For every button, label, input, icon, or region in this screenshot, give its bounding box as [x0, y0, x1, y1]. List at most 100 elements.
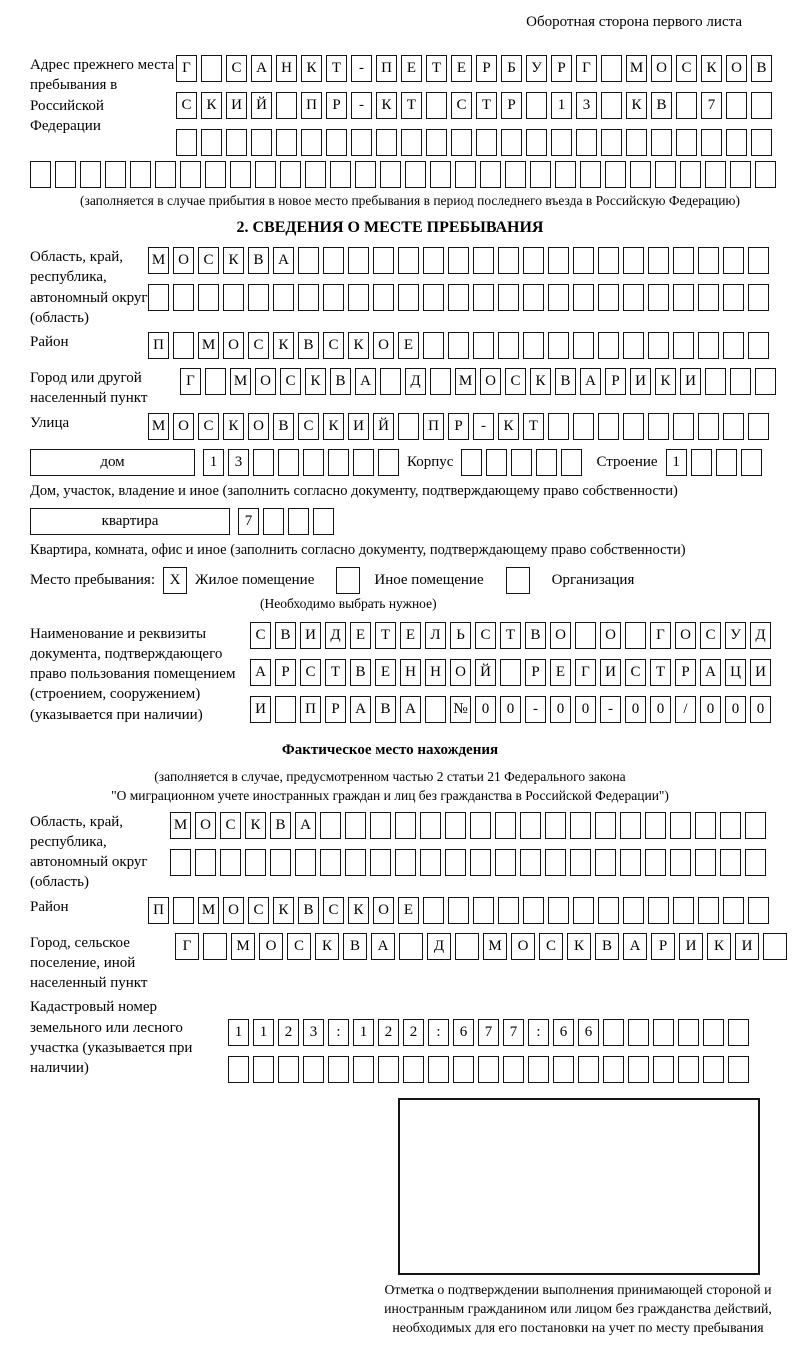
char-box: К: [245, 811, 266, 839]
char-box: М: [198, 332, 219, 359]
char-box: [223, 284, 244, 311]
char-box: М: [230, 368, 251, 395]
fact-note-2: "О миграционном учете иностранных гражда…: [111, 787, 669, 803]
char-box: Д: [750, 621, 771, 649]
char-box: 1: [353, 1019, 374, 1047]
char-box: [320, 848, 341, 876]
box-row-full: [30, 161, 790, 188]
char-box: [345, 848, 366, 876]
stamp-box: [398, 1098, 760, 1276]
char-box: [455, 932, 479, 960]
char-box: М: [198, 896, 219, 924]
char-box: [198, 284, 219, 311]
char-box: 3: [228, 448, 249, 476]
char-box: [628, 1056, 649, 1084]
stamp-area: Отметка о подтверждении выполнения прини…: [384, 1098, 790, 1337]
char-box: Р: [325, 695, 346, 723]
char-box: Е: [550, 658, 571, 686]
char-box: [263, 507, 284, 535]
char-box: [576, 129, 597, 156]
char-box: [298, 247, 319, 274]
char-box: С: [323, 332, 344, 359]
char-box: [355, 161, 376, 188]
char-box: [420, 811, 441, 839]
char-box: О: [223, 332, 244, 359]
char-box: [395, 848, 416, 876]
char-box: 1: [253, 1019, 274, 1047]
char-box: В: [651, 92, 672, 119]
box-row: [228, 1056, 749, 1084]
char-box: [495, 811, 516, 839]
char-box: [595, 848, 616, 876]
char-box: -: [525, 695, 546, 723]
checkbox-zhiloe: X: [163, 566, 187, 594]
char-box: К: [315, 932, 339, 960]
char-box: [473, 247, 494, 274]
char-box: Й: [251, 92, 272, 119]
char-box: К: [348, 896, 369, 924]
char-box: [470, 848, 491, 876]
char-box: О: [600, 621, 621, 649]
char-box: [195, 848, 216, 876]
char-box: [695, 848, 716, 876]
char-box: [130, 161, 151, 188]
char-box: [276, 92, 297, 119]
char-box: [551, 129, 572, 156]
box-row: [461, 448, 583, 476]
char-box: [698, 896, 719, 924]
char-box: [173, 896, 194, 924]
char-box: О: [511, 932, 535, 960]
char-box: А: [273, 247, 294, 274]
char-box: [720, 848, 741, 876]
char-box: [748, 284, 769, 311]
char-box: 0: [500, 695, 521, 723]
char-box: [755, 161, 776, 188]
prev-address-note: (заполняется в случае прибытия в новое м…: [79, 193, 741, 208]
char-box: [423, 247, 444, 274]
char-box: О: [651, 55, 672, 82]
char-box: [251, 129, 272, 156]
char-box: 7: [238, 507, 259, 535]
char-box: [313, 507, 334, 535]
char-box: [603, 1056, 624, 1084]
char-box: Л: [425, 621, 446, 649]
char-box: С: [700, 621, 721, 649]
char-box: С: [676, 55, 697, 82]
char-box: Е: [398, 332, 419, 359]
char-box: [553, 1056, 574, 1084]
char-box: К: [701, 55, 722, 82]
char-box: [573, 284, 594, 311]
oblast-label: Область, край, республика, автономный ок…: [30, 249, 148, 326]
char-box: К: [273, 332, 294, 359]
char-box: [226, 129, 247, 156]
char-box: [723, 412, 744, 440]
char-box: В: [555, 368, 576, 395]
char-box: [201, 129, 222, 156]
char-box: 3: [576, 92, 597, 119]
char-box: [480, 161, 501, 188]
char-box: :: [528, 1019, 549, 1047]
char-box: Р: [675, 658, 696, 686]
char-box: К: [223, 412, 244, 440]
box-row: [148, 284, 769, 311]
char-box: [426, 129, 447, 156]
char-box: 6: [578, 1019, 599, 1047]
char-box: [723, 332, 744, 359]
char-box: [301, 129, 322, 156]
char-box: С: [298, 412, 319, 440]
char-box: О: [248, 412, 269, 440]
char-box: А: [580, 368, 601, 395]
char-box: [670, 848, 691, 876]
char-box: [620, 811, 641, 839]
char-box: [601, 92, 622, 119]
char-box: [748, 896, 769, 924]
stroenie-label: Строение: [596, 453, 658, 470]
char-box: [470, 811, 491, 839]
char-box: [148, 284, 169, 311]
char-box: [298, 284, 319, 311]
char-box: 0: [475, 695, 496, 723]
